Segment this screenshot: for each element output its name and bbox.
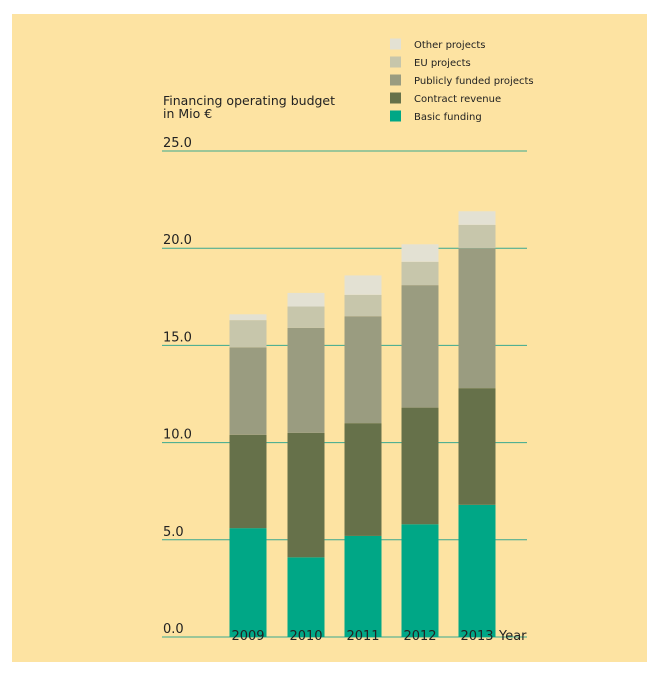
bar-segment — [344, 535, 382, 637]
legend-swatch — [390, 110, 401, 122]
bar-segment — [287, 306, 325, 328]
y-tick-label: 10.0 — [163, 428, 192, 443]
legend-label: Other projects — [414, 40, 486, 51]
bar-segment — [401, 524, 439, 637]
bar-segment — [229, 528, 267, 637]
legend: Other projects EU projects Publicly funded… — [390, 38, 534, 123]
legend-swatch — [390, 38, 401, 50]
x-tick-label: 2011 — [346, 629, 379, 644]
legend-label: Publicly funded projects — [414, 76, 534, 87]
y-tick-label: 5.0 — [163, 525, 184, 540]
legend-swatch — [390, 56, 401, 68]
bar-segment — [344, 294, 382, 317]
legend-label: Contract revenue — [414, 94, 501, 105]
bar-segment — [458, 211, 496, 225]
y-tick-label: 25.0 — [163, 136, 192, 151]
bar-segment — [229, 314, 267, 321]
y-axis-title-line2: in Mio € — [163, 106, 212, 121]
stacked-bar-chart: 0.05.010.015.020.025.0 2009 2010 2011 2012 2… — [162, 38, 534, 644]
legend-swatch — [390, 92, 401, 104]
x-tick-label: 2013 — [460, 629, 493, 644]
y-axis-title-line1: Financing operating budget — [163, 93, 335, 108]
legend-label: EU projects — [414, 58, 471, 69]
bar-segment — [344, 275, 382, 295]
legend-swatch — [390, 74, 401, 86]
bar-segment — [229, 347, 267, 435]
bar-segment — [458, 224, 496, 249]
bar-segment — [344, 423, 382, 536]
x-tick-labels: 2009 2010 2011 2012 2013 — [231, 629, 493, 644]
bar-segment — [401, 244, 439, 262]
chart-panel: 0.0 5.0 10.0 15.0 20.0 25.0 2009 2010 2011 2012 2… — [12, 14, 647, 662]
bar-segment — [401, 285, 439, 408]
bar-segment — [458, 504, 496, 637]
x-tick-label: 2010 — [289, 629, 322, 644]
bar-segment — [287, 557, 325, 637]
bar-segment — [229, 434, 267, 529]
bar-segment — [344, 316, 382, 424]
bar-segment — [287, 292, 325, 307]
x-tick-label: 2012 — [403, 629, 436, 644]
y-tick-label: 15.0 — [163, 330, 192, 345]
y-tick-label: 20.0 — [163, 233, 192, 248]
bar-segment — [458, 388, 496, 505]
y-tick-label: 0.0 — [163, 622, 184, 637]
legend-label: Basic funding — [414, 112, 482, 123]
x-tick-label: 2009 — [231, 629, 264, 644]
y-tick-labels: 0.0 5.0 10.0 15.0 20.0 25.0 — [163, 136, 192, 637]
bar-segment — [401, 407, 439, 525]
x-axis-title: Year — [498, 629, 527, 644]
bar-segment — [401, 261, 439, 286]
bar-segment — [229, 320, 267, 348]
bars — [229, 211, 496, 637]
bar-segment — [287, 327, 325, 433]
bar-segment — [458, 248, 496, 389]
bar-segment — [287, 432, 325, 558]
